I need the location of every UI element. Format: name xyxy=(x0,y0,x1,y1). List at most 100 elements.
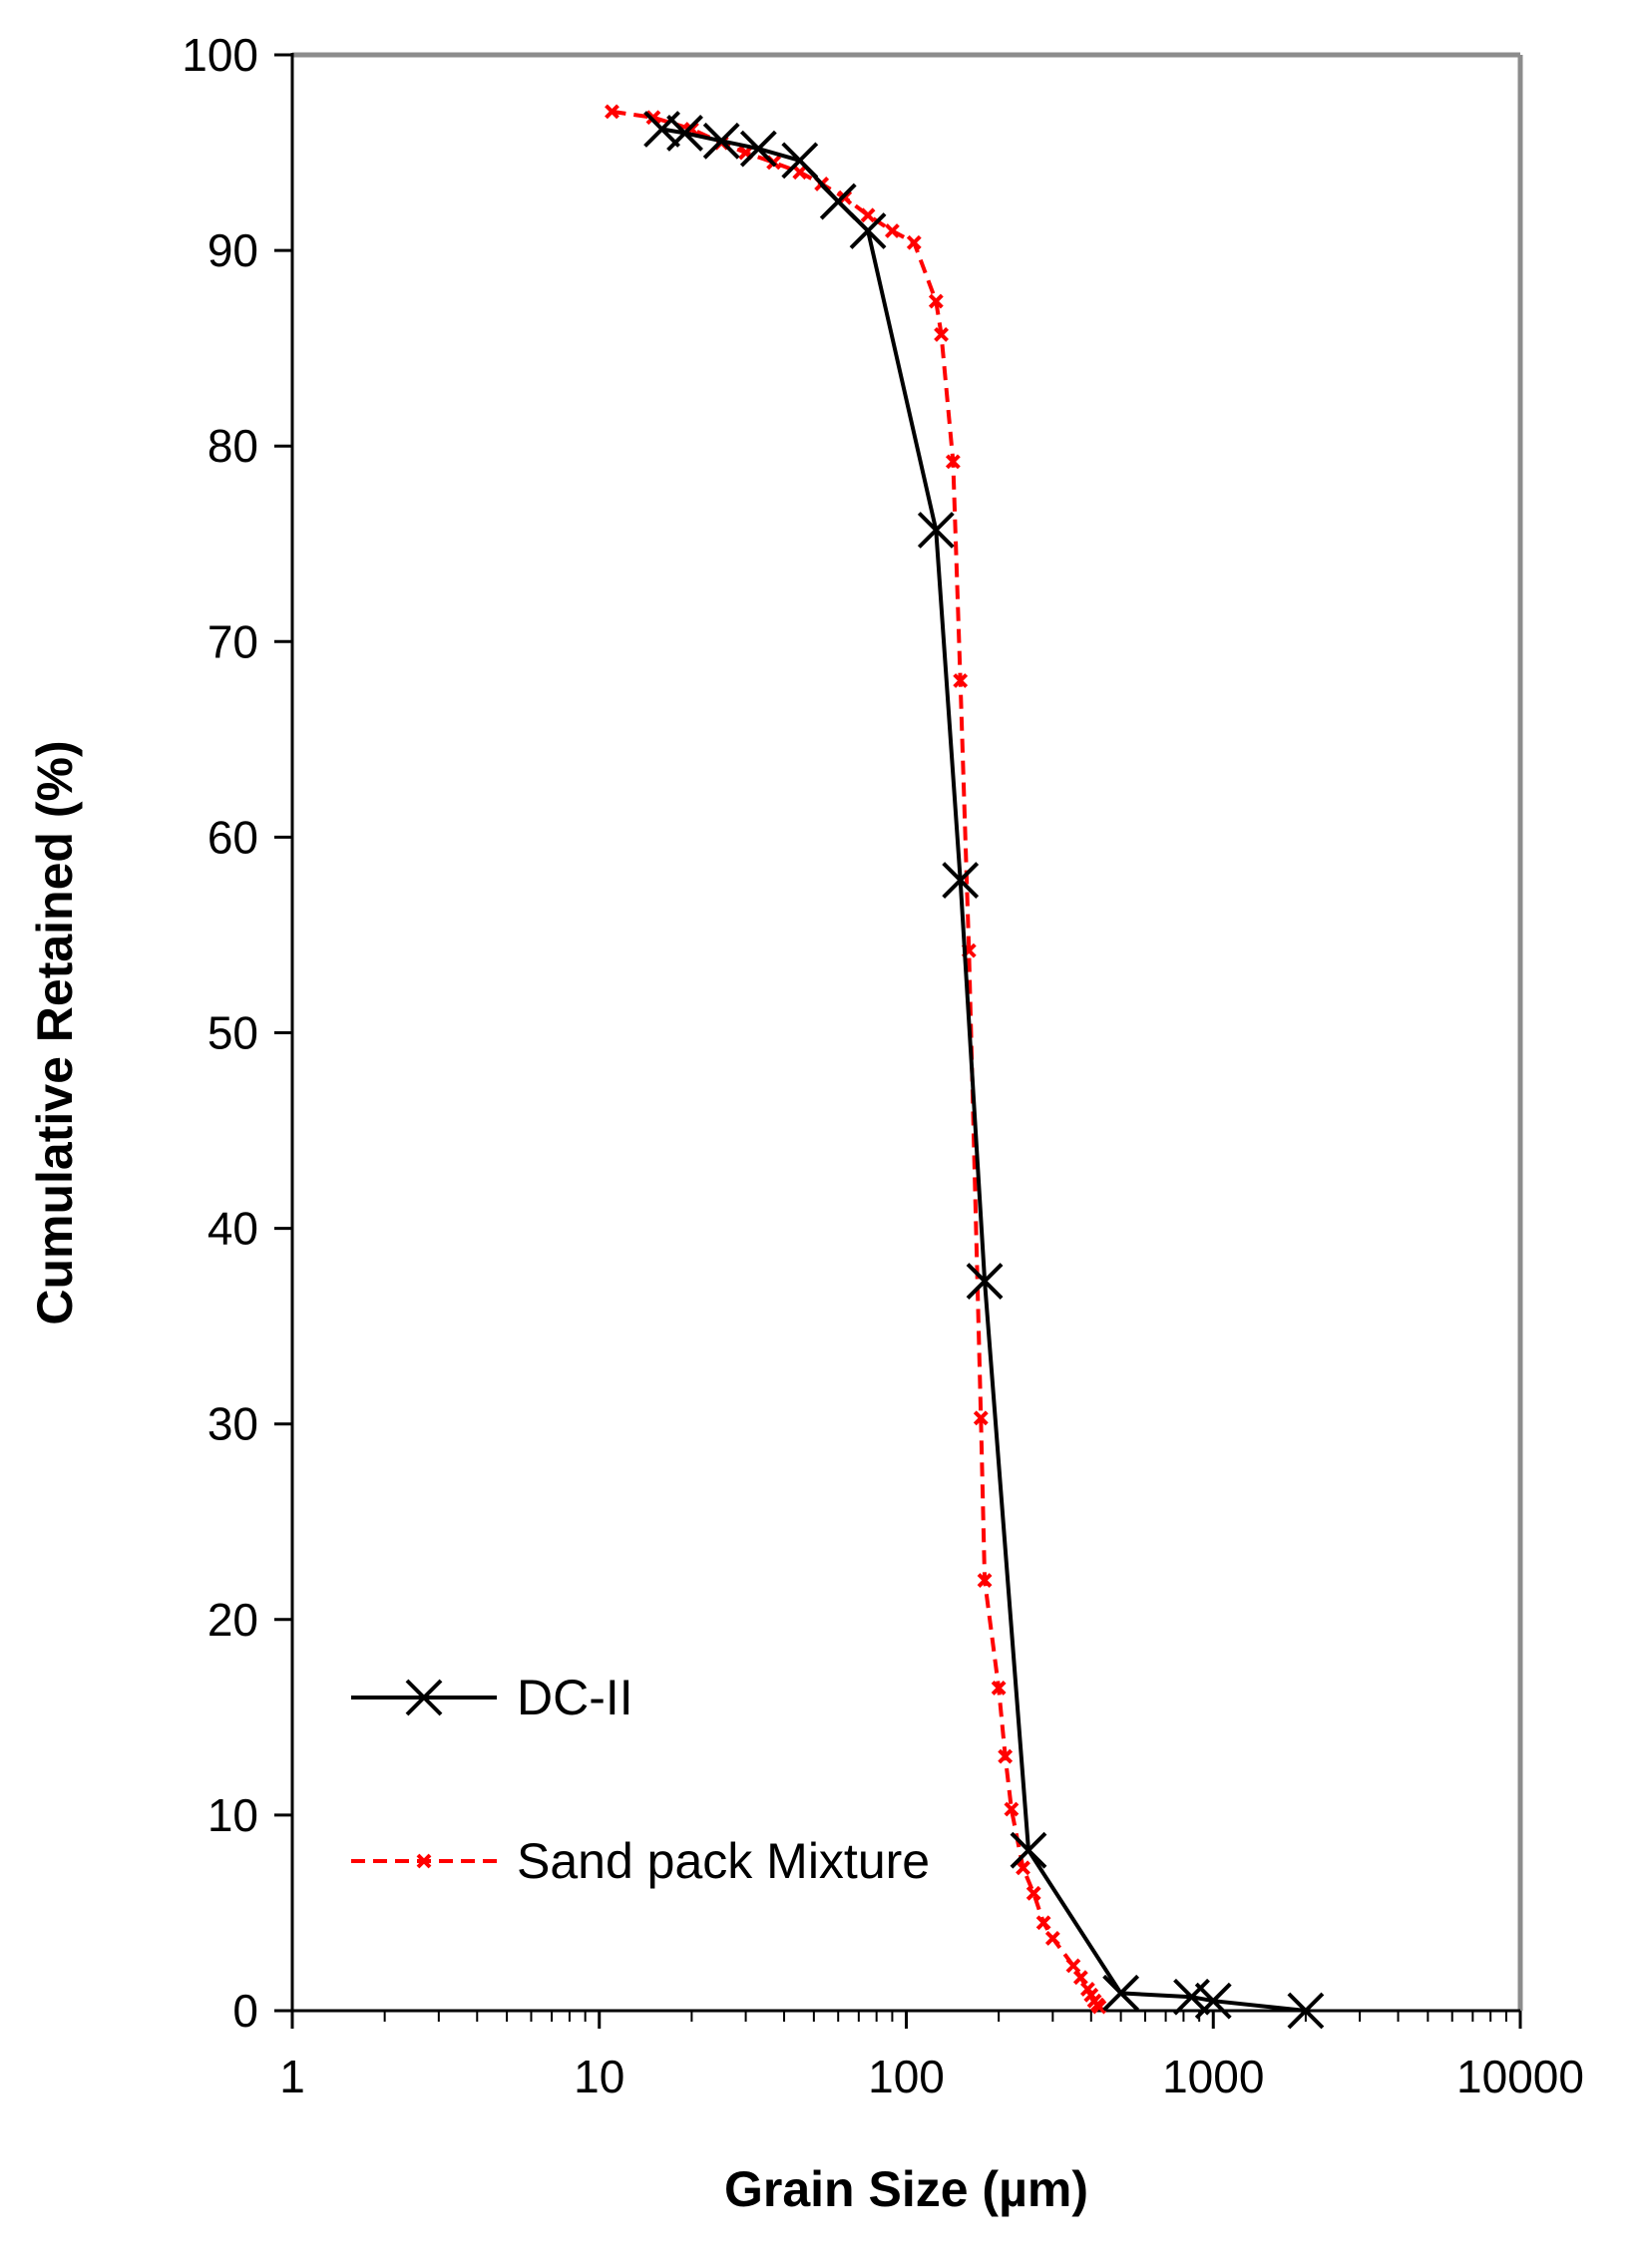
x-tick-label: 1000 xyxy=(1162,2051,1264,2102)
y-tick-label: 40 xyxy=(207,1203,258,1255)
data-point-dc-ii xyxy=(1010,1831,1047,1869)
data-point-sand-pack-mixture xyxy=(934,327,949,342)
legend-label-dc-ii: DC-II xyxy=(517,1670,633,1725)
y-tick-label: 100 xyxy=(182,29,258,81)
data-point-dc-ii xyxy=(781,142,819,180)
data-point-dc-ii-stroke-b xyxy=(1102,1974,1140,2012)
data-point-dc-ii xyxy=(739,130,777,168)
data-point-dc-ii xyxy=(942,862,980,899)
data-point-dc-ii xyxy=(849,212,887,249)
data-point-sand-pack-mixture-stroke-b xyxy=(928,293,944,309)
data-point-sand-pack-mixture-stroke-b xyxy=(977,1573,993,1588)
data-point-sand-pack-mixture xyxy=(1035,1915,1051,1931)
series-layer xyxy=(605,104,1325,2030)
data-point-sand-pack-mixture-stroke-b xyxy=(973,1410,989,1426)
data-point-dc-ii xyxy=(702,122,740,160)
data-point-sand-pack-mixture xyxy=(953,673,969,688)
y-tick-label: 0 xyxy=(232,1985,258,2037)
data-point-dc-ii-stroke-b xyxy=(849,212,887,249)
y-tick-label: 20 xyxy=(207,1594,258,1646)
x-axis: 1 10 100 1000 10000 xyxy=(279,2011,1584,2102)
data-point-dc-ii xyxy=(1194,1982,1232,2020)
data-point-dc-ii-stroke-b xyxy=(781,142,819,180)
x-tick-label: 10000 xyxy=(1456,2051,1584,2102)
data-point-dc-ii xyxy=(966,1263,1004,1300)
legend-label-sand-pack-mixture: Sand pack Mixture xyxy=(517,1833,930,1889)
data-point-sand-pack-mixture-stroke-b xyxy=(605,104,619,120)
data-point-sand-pack-mixture xyxy=(945,454,961,470)
data-point-sand-pack-mixture xyxy=(645,110,661,126)
data-point-sand-pack-mixture-stroke-b xyxy=(885,223,900,238)
data-point-dc-ii-stroke-b xyxy=(819,183,857,220)
x-tick-label: 1 xyxy=(279,2051,305,2102)
data-point-dc-ii-stroke-b xyxy=(917,512,955,549)
y-tick-label: 30 xyxy=(207,1398,258,1450)
y-tick-label: 10 xyxy=(207,1789,258,1841)
data-point-sand-pack-mixture-stroke-b xyxy=(1044,1931,1060,1946)
data-point-sand-pack-mixture-stroke-b xyxy=(792,165,808,181)
data-point-sand-pack-mixture xyxy=(991,1681,1007,1696)
y-axis: 0 10 20 30 40 50 60 70 80 90 100 xyxy=(182,29,292,2037)
data-point-dc-ii-stroke-b xyxy=(1287,1992,1325,2030)
data-point-sand-pack-mixture xyxy=(860,207,876,223)
data-point-sand-pack-mixture-stroke-b xyxy=(945,454,961,470)
data-point-sand-pack-mixture-stroke-b xyxy=(1091,1999,1107,2015)
legend-item-sand-pack-mixture: Sand pack Mixture xyxy=(351,1833,930,1889)
data-point-dc-ii xyxy=(643,111,680,148)
y-tick-label: 60 xyxy=(207,811,258,863)
y-tick-label: 50 xyxy=(207,1007,258,1059)
x-tick-label: 10 xyxy=(574,2051,624,2102)
data-point-sand-pack-mixture-stroke-b xyxy=(860,207,876,223)
data-point-dc-ii-stroke-b xyxy=(966,1263,1004,1300)
plot-frame xyxy=(290,52,1523,2013)
data-point-sand-pack-mixture-stroke-b xyxy=(1072,1970,1088,1986)
y-tick-label: 70 xyxy=(207,615,258,667)
data-point-sand-pack-mixture xyxy=(1025,1885,1041,1901)
data-point-dc-ii xyxy=(819,183,857,220)
data-point-dc-ii-stroke-b xyxy=(643,111,680,148)
data-point-sand-pack-mixture-stroke-b xyxy=(1016,1860,1030,1876)
data-point-dc-ii-stroke-b xyxy=(1010,1831,1047,1869)
legend-item-dc-ii: DC-II xyxy=(351,1670,633,1725)
data-point-sand-pack-mixture xyxy=(977,1573,993,1588)
series-line-sand-pack-mixture xyxy=(612,109,1101,2009)
data-point-dc-ii xyxy=(1102,1974,1140,2012)
legend: DC-II Sand pack Mixture xyxy=(351,1670,930,1889)
data-point-sand-pack-mixture-stroke-b xyxy=(991,1681,1007,1696)
legend-marker-sand-pack-mixture xyxy=(416,1853,432,1869)
data-point-sand-pack-mixture xyxy=(1004,1801,1020,1817)
data-point-sand-pack-mixture-stroke-b xyxy=(1065,1958,1081,1974)
y-axis-title: Cumulative Retained (%) xyxy=(27,740,83,1324)
data-point-sand-pack-mixture xyxy=(1044,1931,1060,1946)
data-point-sand-pack-mixture-stroke-b xyxy=(1004,1801,1020,1817)
data-point-sand-pack-mixture-stroke-b xyxy=(906,234,922,250)
data-point-sand-pack-mixture xyxy=(1072,1970,1088,1986)
data-point-dc-ii-stroke-b xyxy=(942,862,980,899)
data-point-dc-ii-stroke-b xyxy=(666,115,703,152)
data-point-sand-pack-mixture-stroke-b xyxy=(998,1748,1014,1764)
data-point-dc-ii-stroke-b xyxy=(1173,1978,1210,2016)
data-point-sand-pack-mixture-stroke-b xyxy=(953,673,969,688)
data-point-sand-pack-mixture xyxy=(1016,1860,1030,1876)
y-tick-label: 90 xyxy=(207,224,258,276)
series-line-dc-ii xyxy=(661,127,1307,2013)
data-point-sand-pack-mixture xyxy=(1065,1958,1081,1974)
data-point-dc-ii xyxy=(1173,1978,1210,2016)
data-point-sand-pack-mixture xyxy=(973,1410,989,1426)
legend-marker-sand-pack-mixture-stroke-b xyxy=(416,1853,432,1869)
y-tick-label: 80 xyxy=(207,420,258,472)
series-sand-pack-mixture xyxy=(605,104,1107,2015)
data-point-sand-pack-mixture-stroke-b xyxy=(934,327,949,342)
data-point-sand-pack-mixture xyxy=(885,223,900,238)
data-point-sand-pack-mixture-stroke-b xyxy=(1025,1885,1041,1901)
data-point-sand-pack-mixture xyxy=(928,293,944,309)
data-point-dc-ii-stroke-b xyxy=(739,130,777,168)
data-point-sand-pack-mixture-stroke-b xyxy=(645,110,661,126)
data-point-dc-ii xyxy=(1287,1992,1325,2030)
x-axis-title: Grain Size (µm) xyxy=(724,2161,1088,2217)
data-point-sand-pack-mixture-stroke-b xyxy=(1035,1915,1051,1931)
data-point-dc-ii-stroke-b xyxy=(1194,1982,1232,2020)
data-point-sand-pack-mixture xyxy=(1091,1999,1107,2015)
